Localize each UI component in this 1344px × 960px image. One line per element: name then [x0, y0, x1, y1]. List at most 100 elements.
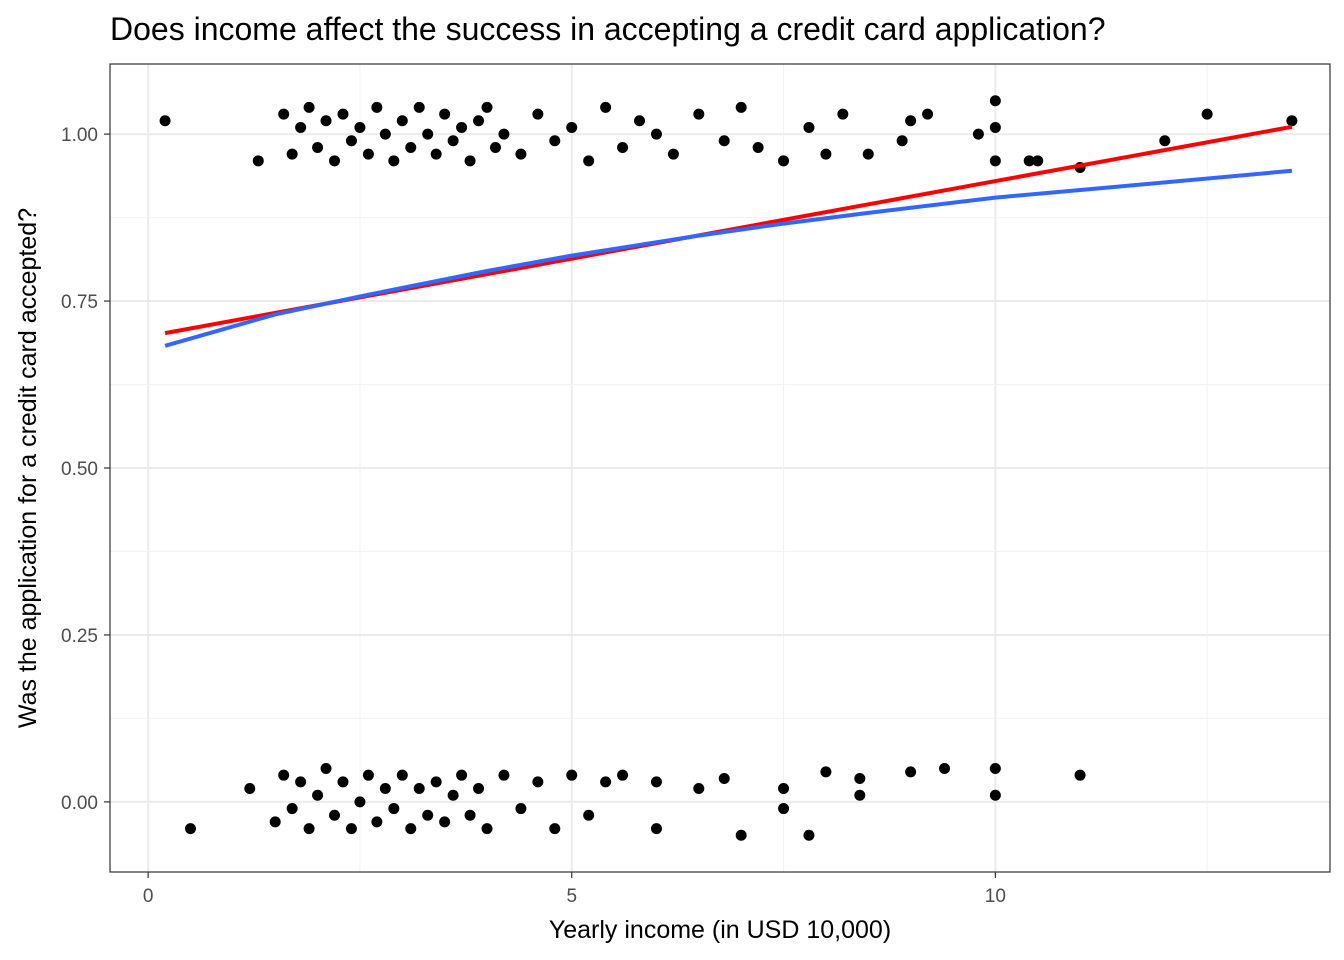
data-point: [481, 823, 493, 835]
data-point: [329, 155, 341, 167]
data-point: [354, 796, 366, 808]
data-point: [718, 773, 730, 785]
grid-layer: [110, 64, 1330, 872]
x-axis-title: Yearly income (in USD 10,000): [549, 916, 891, 944]
data-point: [515, 148, 527, 160]
data-point: [278, 108, 290, 120]
point-layer: [159, 95, 1298, 841]
data-point: [532, 776, 544, 788]
data-point: [989, 155, 1001, 167]
y-tick-label: 0.50: [61, 459, 98, 480]
data-point: [396, 769, 408, 781]
data-point: [905, 766, 917, 778]
data-point: [481, 101, 493, 113]
data-point: [862, 148, 874, 160]
data-point: [667, 148, 679, 160]
data-point: [413, 101, 425, 113]
y-axis-title: Was the application for a credit card ac…: [14, 208, 42, 728]
data-point: [650, 823, 662, 835]
data-point: [159, 115, 171, 127]
data-point: [778, 803, 790, 815]
data-point: [896, 135, 908, 147]
data-point: [345, 135, 357, 147]
x-tick-label: 10: [985, 886, 1006, 907]
data-point: [1286, 115, 1298, 127]
data-point: [456, 769, 468, 781]
data-point: [532, 108, 544, 120]
data-point: [1201, 108, 1213, 120]
x-tick-label: 5: [566, 886, 577, 907]
data-point: [464, 809, 476, 821]
data-point: [778, 783, 790, 795]
data-point: [583, 809, 595, 821]
data-point: [583, 155, 595, 167]
data-point: [286, 803, 298, 815]
data-point: [718, 135, 730, 147]
data-point: [405, 141, 417, 153]
data-point: [854, 773, 866, 785]
data-point: [617, 769, 629, 781]
data-point: [693, 108, 705, 120]
y-tick-label: 1.00: [61, 125, 98, 146]
data-point: [498, 769, 510, 781]
data-point: [295, 121, 307, 133]
data-point: [439, 108, 451, 120]
data-point: [1032, 155, 1044, 167]
data-point: [1159, 135, 1171, 147]
data-point: [371, 101, 383, 113]
data-point: [989, 789, 1001, 801]
data-point: [650, 776, 662, 788]
y-tick-label: 0.25: [61, 626, 98, 647]
data-point: [989, 95, 1001, 107]
data-point: [803, 121, 815, 133]
data-point: [337, 108, 349, 120]
data-point: [972, 128, 984, 140]
data-point: [430, 148, 442, 160]
data-point: [989, 762, 1001, 774]
data-point: [252, 155, 264, 167]
data-point: [295, 776, 307, 788]
data-point: [735, 829, 747, 841]
data-point: [600, 101, 612, 113]
data-point: [312, 789, 324, 801]
y-tick-label: 0.00: [61, 793, 98, 814]
data-point: [1074, 769, 1086, 781]
data-point: [854, 789, 866, 801]
data-point: [837, 108, 849, 120]
y-axis: 0.00 0.25 0.50 0.75 1.00: [61, 125, 110, 814]
x-tick-label: 0: [143, 886, 154, 907]
data-point: [329, 809, 341, 821]
data-point: [278, 769, 290, 781]
data-point: [922, 108, 934, 120]
data-point: [320, 115, 332, 127]
data-point: [303, 823, 315, 835]
chart-title: Does income affect the success in accept…: [110, 11, 1106, 47]
data-point: [498, 128, 510, 140]
data-point: [549, 823, 561, 835]
plot-area: [109, 63, 1331, 873]
data-point: [515, 803, 527, 815]
data-point: [430, 776, 442, 788]
data-point: [617, 141, 629, 153]
data-point: [650, 128, 662, 140]
data-point: [456, 121, 468, 133]
data-point: [388, 155, 400, 167]
data-point: [388, 803, 400, 815]
data-point: [422, 128, 434, 140]
data-point: [820, 766, 832, 778]
data-point: [345, 823, 357, 835]
data-point: [244, 783, 256, 795]
data-point: [320, 762, 332, 774]
data-point: [473, 783, 485, 795]
data-point: [422, 809, 434, 821]
data-point: [464, 155, 476, 167]
data-point: [820, 148, 832, 160]
data-point: [286, 148, 298, 160]
data-point: [362, 148, 374, 160]
data-point: [634, 115, 646, 127]
data-point: [905, 115, 917, 127]
data-point: [473, 115, 485, 127]
logistic-fit-line: [164, 168, 1293, 348]
